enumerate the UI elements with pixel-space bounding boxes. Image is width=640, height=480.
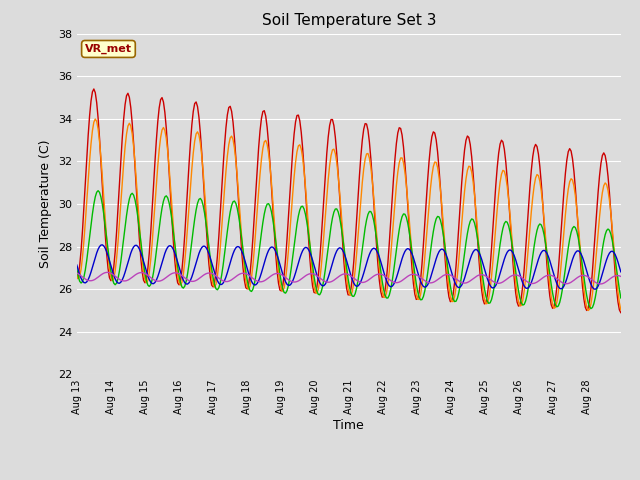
Line: Tsoil -2cm: Tsoil -2cm <box>77 89 621 312</box>
Tsoil -8cm <box>92 194 99 200</box>
Tsoil -2cm <box>614 299 622 305</box>
Title: Soil Temperature Set 3: Soil Temperature Set 3 <box>262 13 436 28</box>
Tsoil -32cm <box>103 269 111 275</box>
Tsoil -4cm <box>73 272 81 278</box>
Tsoil -8cm <box>587 306 595 312</box>
Tsoil -16cm <box>591 287 599 292</box>
Tsoil -32cm <box>543 273 551 278</box>
Tsoil -4cm <box>93 119 100 124</box>
Tsoil -32cm <box>354 278 362 284</box>
Y-axis label: Soil Temperature (C): Soil Temperature (C) <box>39 140 52 268</box>
Tsoil -2cm <box>110 264 118 270</box>
Tsoil -2cm <box>617 310 625 315</box>
Text: VR_met: VR_met <box>85 44 132 54</box>
Tsoil -8cm <box>616 287 623 292</box>
Tsoil -16cm <box>110 272 118 278</box>
Tsoil -16cm <box>616 264 623 270</box>
Tsoil -16cm <box>73 262 81 268</box>
Tsoil -32cm <box>73 270 81 276</box>
Tsoil -2cm <box>462 137 470 143</box>
Tsoil -16cm <box>617 269 625 275</box>
Tsoil -4cm <box>617 307 625 312</box>
Line: Tsoil -4cm: Tsoil -4cm <box>77 119 621 311</box>
Tsoil -2cm <box>90 86 98 92</box>
Tsoil -32cm <box>597 281 605 287</box>
Line: Tsoil -32cm: Tsoil -32cm <box>77 272 621 284</box>
Tsoil -32cm <box>92 276 99 282</box>
Tsoil -8cm <box>354 277 362 283</box>
Tsoil -32cm <box>110 272 118 278</box>
Tsoil -2cm <box>73 276 81 281</box>
Tsoil -4cm <box>92 116 99 122</box>
Tsoil -32cm <box>617 274 625 279</box>
Tsoil -8cm <box>73 266 81 272</box>
Tsoil -4cm <box>462 176 470 182</box>
Tsoil -16cm <box>462 271 470 276</box>
Tsoil -4cm <box>543 252 551 257</box>
X-axis label: Time: Time <box>333 420 364 432</box>
Tsoil -4cm <box>354 233 362 239</box>
Tsoil -8cm <box>543 250 551 256</box>
Line: Tsoil -8cm: Tsoil -8cm <box>77 191 621 309</box>
Tsoil -4cm <box>584 308 592 313</box>
Tsoil -16cm <box>543 251 551 256</box>
Tsoil -32cm <box>462 280 470 286</box>
Tsoil -4cm <box>616 300 623 306</box>
Tsoil -16cm <box>354 283 362 289</box>
Tsoil -2cm <box>543 262 551 268</box>
Tsoil -16cm <box>92 254 99 260</box>
Tsoil -8cm <box>94 188 102 193</box>
Tsoil -2cm <box>93 100 100 106</box>
Tsoil -2cm <box>354 194 362 200</box>
Tsoil -8cm <box>110 280 118 286</box>
Tsoil -16cm <box>99 242 106 248</box>
Tsoil -8cm <box>462 240 470 246</box>
Tsoil -32cm <box>616 273 623 279</box>
Tsoil -4cm <box>110 276 118 281</box>
Line: Tsoil -16cm: Tsoil -16cm <box>77 245 621 289</box>
Tsoil -8cm <box>617 295 625 301</box>
